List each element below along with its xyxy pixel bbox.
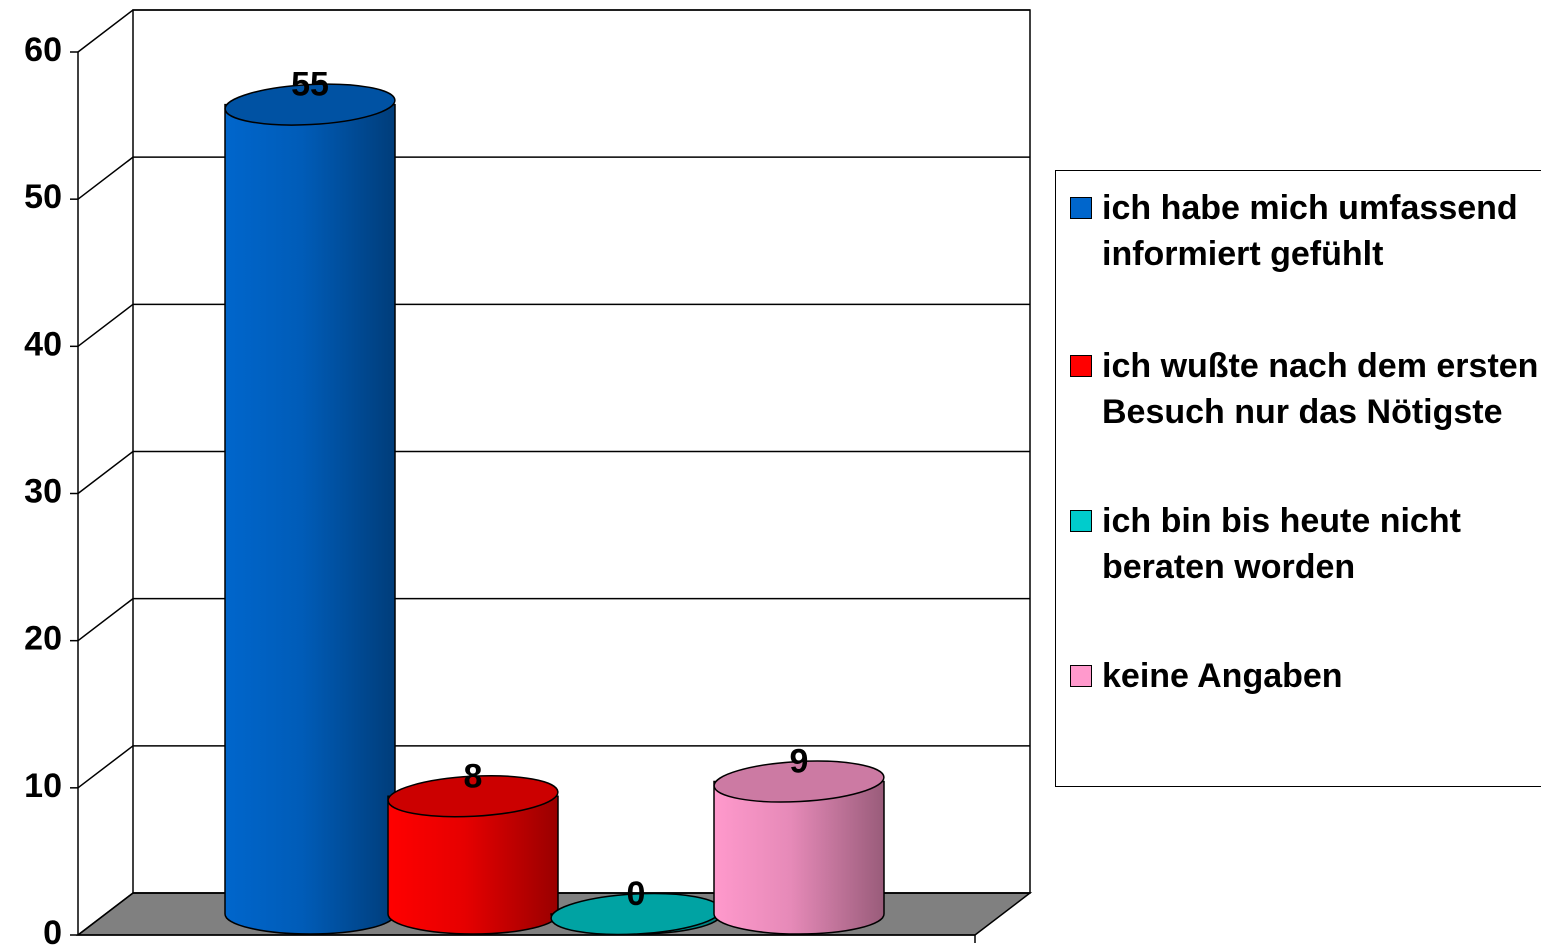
legend: ich habe mich umfassend informiert gefüh… bbox=[1055, 170, 1541, 787]
value-label: 0 bbox=[627, 875, 646, 913]
bar bbox=[224, 103, 396, 935]
y-tick-label: 50 bbox=[24, 178, 62, 216]
legend-swatch bbox=[1070, 510, 1092, 532]
value-label: 9 bbox=[790, 743, 809, 781]
legend-swatch bbox=[1070, 355, 1092, 377]
y-tick-label: 20 bbox=[24, 620, 62, 658]
bar-top bbox=[224, 83, 396, 126]
value-label: 8 bbox=[464, 757, 483, 795]
legend-swatch bbox=[1070, 197, 1092, 219]
legend-label: ich habe mich umfassend informiert gefüh… bbox=[1102, 189, 1518, 273]
y-tick-label: 30 bbox=[24, 472, 62, 510]
grid-line bbox=[77, 450, 1030, 495]
grid-line bbox=[77, 745, 1030, 789]
grid-line bbox=[77, 597, 1030, 642]
y-tick-label: 60 bbox=[24, 31, 62, 69]
y-tick-label: 0 bbox=[43, 914, 62, 950]
bar-top bbox=[713, 760, 885, 803]
chart: 0 10 20 30 40 50 60 55 8 0 9 bbox=[24, 9, 1033, 950]
legend-label: ich bin bis heute nicht beraten worden bbox=[1102, 502, 1461, 586]
grid-line bbox=[77, 156, 1030, 200]
bar bbox=[713, 780, 885, 935]
y-tick-label: 10 bbox=[24, 767, 62, 805]
legend-label: ich wußte nach dem ersten Besuch nur das… bbox=[1102, 347, 1539, 431]
bar-top bbox=[387, 775, 559, 818]
legend-label: keine Angaben bbox=[1102, 657, 1343, 695]
y-tick-label: 40 bbox=[24, 325, 62, 363]
grid-line bbox=[77, 9, 1030, 53]
value-label: 55 bbox=[291, 66, 329, 104]
grid-line bbox=[77, 303, 1030, 347]
legend-swatch bbox=[1070, 665, 1092, 687]
